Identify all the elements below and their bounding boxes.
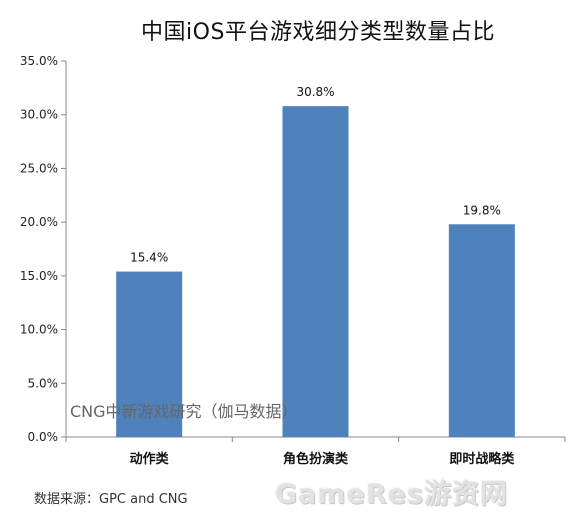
x-category-label: 角色扮演类 xyxy=(283,451,349,467)
bar-3 xyxy=(448,224,515,437)
y-tick-label: 0.0% xyxy=(28,430,59,444)
cng-watermark-text: CNG中新游戏研究（伽马数据） xyxy=(70,402,298,421)
y-tick-label: 35.0% xyxy=(20,54,58,68)
y-tick-label: 25.0% xyxy=(20,161,58,175)
x-category-label: 即时战略类 xyxy=(449,451,515,467)
y-tick-label: 15.0% xyxy=(20,269,58,283)
data-source-note: 数据来源：GPC and CNG xyxy=(34,492,188,507)
y-tick-label: 30.0% xyxy=(20,108,58,122)
gameres-logo-watermark: GameRes游资网 xyxy=(275,479,509,510)
x-category-label: 动作类 xyxy=(130,451,170,467)
y-tick-label: 5.0% xyxy=(28,376,59,390)
bar-2 xyxy=(282,106,349,438)
data-label: 30.8% xyxy=(296,85,334,99)
y-tick-label: 20.0% xyxy=(20,215,58,229)
data-label: 15.4% xyxy=(130,251,168,265)
y-tick-label: 10.0% xyxy=(20,323,58,337)
chart-title: 中国iOS平台游戏细分类型数量占比 xyxy=(141,20,495,45)
bar-1 xyxy=(116,271,183,437)
data-label: 19.8% xyxy=(463,203,501,217)
